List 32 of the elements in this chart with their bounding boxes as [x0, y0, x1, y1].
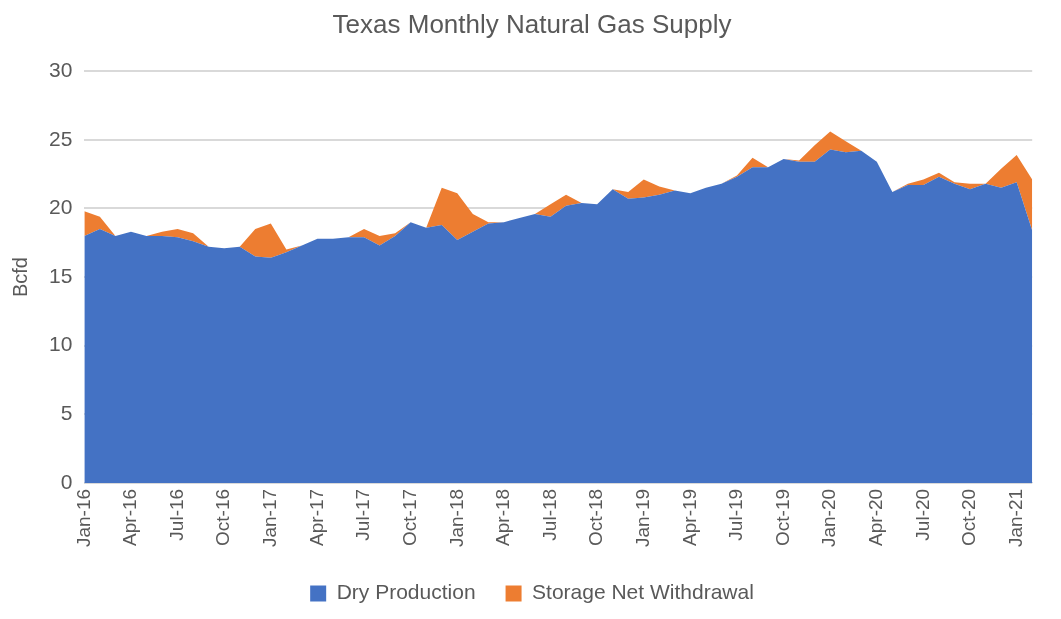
x-tick-label: Jul-19 — [725, 488, 747, 541]
x-tick-label: Jul-20 — [911, 488, 933, 541]
x-tick-label: Jan-17 — [259, 488, 281, 548]
x-tick-label: Jan-20 — [818, 488, 840, 548]
x-tick-label: Oct-16 — [212, 488, 234, 546]
x-tick-label: Apr-17 — [305, 488, 327, 546]
x-tick-label: Jul-18 — [538, 488, 560, 541]
y-axis-title: Bcfd — [8, 257, 31, 298]
x-tick-label: Jul-17 — [352, 488, 374, 541]
x-tick-label: Apr-19 — [678, 488, 700, 546]
x-tick-label: Apr-16 — [119, 488, 141, 546]
legend-label: Dry Production — [336, 580, 476, 604]
x-tick-label: Jan-19 — [631, 488, 653, 548]
y-tick-label: 30 — [49, 58, 73, 81]
y-tick-label: 5 — [60, 401, 73, 425]
x-tick-label: Jul-16 — [165, 488, 187, 541]
x-tick-label: Apr-20 — [865, 488, 887, 546]
x-tick-label: Apr-18 — [492, 488, 514, 546]
y-tick-label: 10 — [49, 332, 73, 356]
x-tick-label: Oct-19 — [771, 488, 793, 546]
legend-label: Storage Net Withdrawal — [532, 580, 754, 604]
y-tick-label: 15 — [49, 263, 73, 287]
y-tick-label: 25 — [49, 126, 73, 150]
chart-title: Texas Monthly Natural Gas Supply — [332, 8, 732, 39]
x-tick-label: Jan-16 — [72, 488, 94, 548]
x-tick-label: Oct-18 — [585, 488, 607, 546]
x-tick-label: Oct-20 — [958, 488, 980, 546]
x-tick-label: Oct-17 — [398, 488, 420, 546]
y-tick-label: 0 — [60, 469, 73, 493]
x-tick-label: Jan-21 — [1004, 488, 1026, 548]
x-tick-label: Jan-18 — [445, 488, 467, 548]
y-tick-label: 20 — [49, 195, 73, 219]
